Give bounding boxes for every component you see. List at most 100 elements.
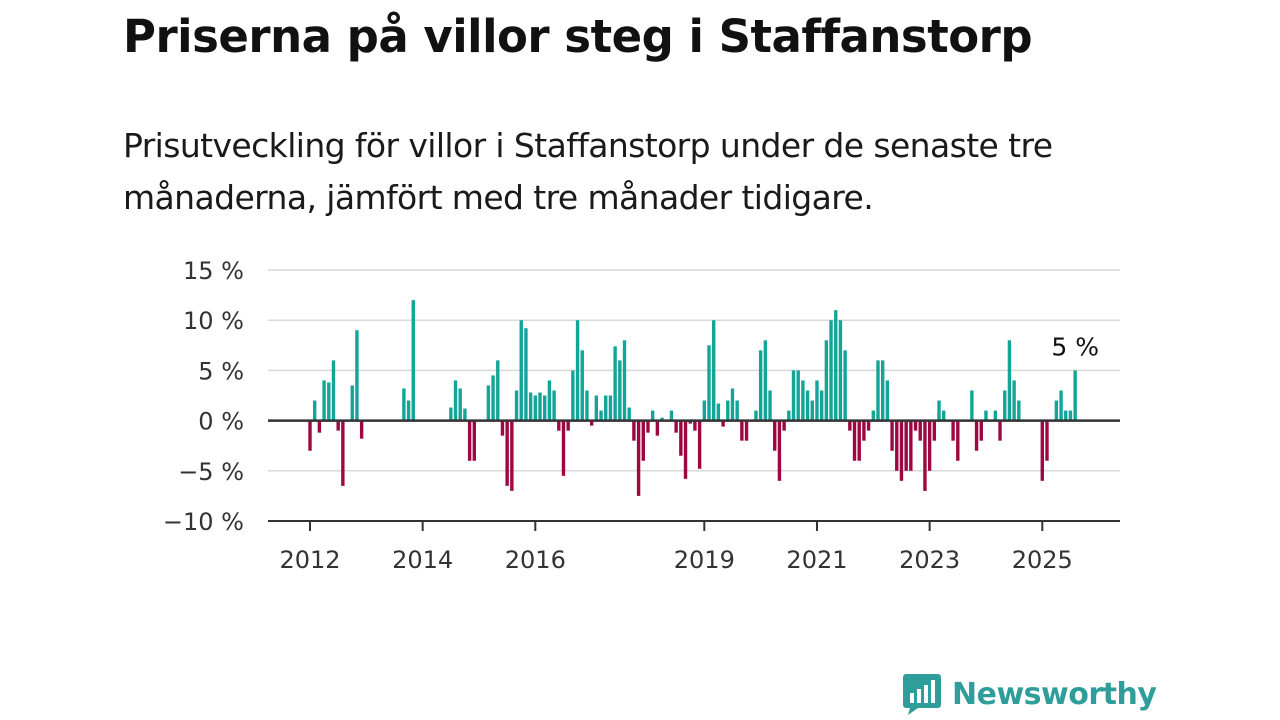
bar <box>956 420 960 461</box>
bar <box>613 346 617 421</box>
y-tick-label: 15 % <box>183 257 244 285</box>
bar <box>768 390 772 421</box>
y-tick-label: −10 % <box>163 508 244 536</box>
bar <box>561 420 566 476</box>
bar <box>909 420 913 471</box>
bar <box>463 408 467 421</box>
bar <box>819 390 824 421</box>
bar <box>660 417 664 421</box>
bar <box>787 410 791 421</box>
bar <box>777 420 782 481</box>
bar <box>932 420 937 441</box>
bar <box>317 420 322 433</box>
bar <box>580 350 584 421</box>
bar <box>1045 420 1049 461</box>
bar <box>510 420 514 491</box>
bar <box>514 390 519 421</box>
y-axis-tick-labels: 15 % 10 % 5 % 0 % −5 % −10 % <box>163 257 244 536</box>
bar <box>805 390 810 421</box>
bar <box>566 420 570 431</box>
bar <box>636 420 641 496</box>
bar <box>500 420 505 436</box>
bar <box>824 340 829 421</box>
bar <box>552 390 556 421</box>
bar <box>655 420 660 436</box>
bar <box>1007 340 1012 421</box>
bar <box>852 420 857 461</box>
bar <box>331 360 336 421</box>
bar <box>599 410 603 421</box>
y-tick-label: 10 % <box>183 307 244 335</box>
brand-name: Newsworthy <box>952 676 1157 712</box>
bar <box>744 420 749 441</box>
bar <box>927 420 932 471</box>
bar <box>726 400 730 421</box>
bar <box>308 420 312 451</box>
bar <box>899 420 904 481</box>
bar <box>815 380 819 421</box>
bar <box>674 420 678 433</box>
bar <box>327 382 331 421</box>
bar <box>486 385 491 421</box>
bar <box>571 370 575 421</box>
bar <box>984 410 988 421</box>
bar <box>712 320 716 421</box>
bar <box>1064 410 1068 421</box>
bar <box>589 420 594 426</box>
bar <box>773 420 777 451</box>
bar <box>594 395 599 421</box>
bar <box>735 400 739 421</box>
bar <box>505 420 509 486</box>
bar <box>895 420 899 471</box>
bar <box>453 380 458 421</box>
bar <box>411 300 415 421</box>
x-tick-label: 2016 <box>505 546 566 574</box>
bar <box>650 410 655 421</box>
bar <box>810 400 814 421</box>
bar <box>998 420 1002 441</box>
bar <box>533 395 538 421</box>
bar <box>547 380 552 421</box>
y-tick-label: 0 % <box>198 408 244 436</box>
bar <box>885 380 890 421</box>
bar <box>350 385 354 421</box>
bar <box>538 392 542 421</box>
bar <box>758 350 763 421</box>
bar <box>829 320 833 421</box>
bar <box>702 400 707 421</box>
bar <box>1012 380 1016 421</box>
y-tick-label: 5 % <box>198 357 244 385</box>
y-tick-label: −5 % <box>178 458 244 486</box>
bar <box>528 392 533 421</box>
bar <box>942 410 946 421</box>
bar <box>754 410 758 421</box>
gridlines <box>268 269 1120 472</box>
bar <box>608 395 613 421</box>
x-axis-tick-labels: 2012 2014 2016 2019 2021 2023 2025 <box>279 546 1072 574</box>
bar <box>585 390 589 421</box>
bar <box>862 420 866 441</box>
bar <box>683 420 688 479</box>
bar <box>312 400 317 421</box>
bar <box>913 420 918 431</box>
bar <box>716 403 721 421</box>
bar <box>923 420 927 491</box>
bar <box>1017 400 1021 421</box>
bar <box>1059 390 1063 421</box>
bar <box>697 420 702 469</box>
bar <box>679 420 683 456</box>
bar <box>355 330 359 421</box>
bar <box>791 370 796 421</box>
bar <box>491 375 495 421</box>
chart-title: Priserna på villor steg i Staffanstorp <box>123 10 1033 63</box>
bar <box>848 420 852 431</box>
bar <box>693 420 697 431</box>
bar <box>782 420 786 431</box>
bar <box>524 328 528 421</box>
bar <box>627 407 631 421</box>
bar <box>472 420 476 461</box>
bar <box>575 320 580 421</box>
bar <box>838 320 843 421</box>
x-tick-label: 2023 <box>899 546 960 574</box>
